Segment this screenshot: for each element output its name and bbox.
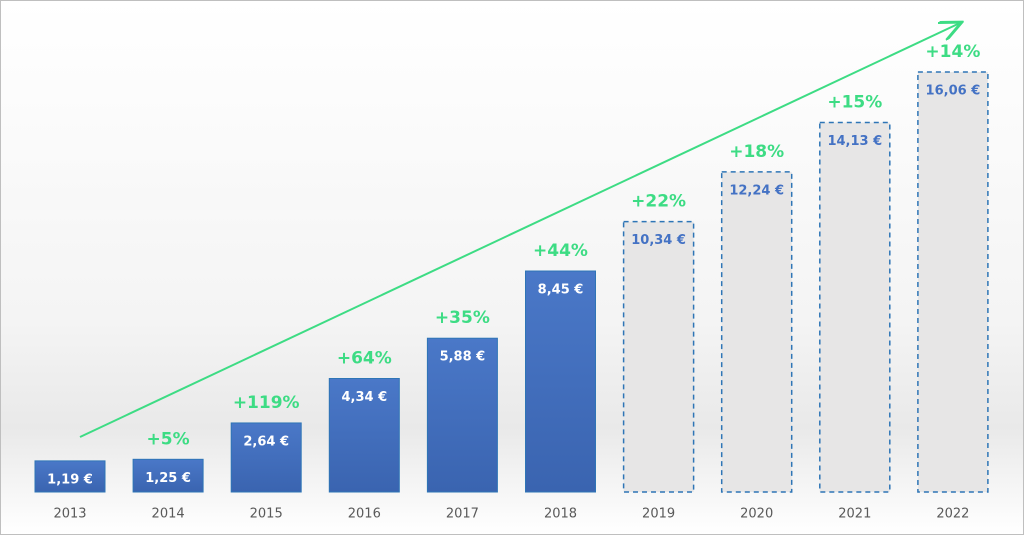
growth-label: +119%	[233, 393, 300, 413]
growth-label: +5%	[147, 429, 190, 449]
x-tick-label: 2014	[152, 507, 185, 522]
growth-label: +64%	[337, 349, 392, 369]
bar	[132, 458, 204, 493]
trend-arrow	[79, 23, 960, 438]
x-tick-label: 2022	[936, 507, 969, 522]
x-tick-label: 2020	[740, 507, 773, 522]
forecast-bar	[917, 71, 989, 493]
value-label: 2,64 €	[243, 434, 289, 449]
growth-label: +15%	[827, 92, 882, 112]
x-tick-label: 2015	[250, 507, 283, 522]
growth-label: +44%	[533, 241, 588, 261]
value-label: 8,45 €	[538, 283, 584, 298]
x-tick-label: 2021	[838, 507, 871, 522]
x-tick-label: 2017	[446, 507, 479, 522]
value-label: 12,24 €	[729, 183, 784, 198]
x-tick-label: 2013	[53, 507, 86, 522]
value-label: 1,19 €	[47, 472, 93, 487]
bar	[230, 422, 302, 493]
x-tick-label: 2016	[348, 507, 381, 522]
growth-label: +35%	[435, 308, 490, 328]
growth-label: +14%	[925, 42, 980, 62]
value-label: 1,25 €	[145, 471, 191, 486]
value-label: 4,34 €	[341, 390, 387, 405]
value-label: 10,34 €	[631, 233, 686, 248]
x-tick-label: 2018	[544, 507, 577, 522]
bar	[34, 460, 106, 493]
forecast-bar	[622, 220, 695, 493]
x-tick-label: 2019	[642, 507, 675, 522]
bar	[525, 270, 596, 493]
forecast-bar	[819, 121, 891, 493]
growth-label: +18%	[729, 142, 784, 162]
value-label: 14,13 €	[827, 134, 882, 149]
growth-label: +22%	[631, 192, 686, 212]
bar	[426, 337, 498, 493]
value-label: 5,88 €	[440, 350, 486, 365]
bar	[328, 378, 400, 493]
forecast-bar	[720, 171, 793, 493]
value-label: 16,06 €	[926, 84, 981, 99]
